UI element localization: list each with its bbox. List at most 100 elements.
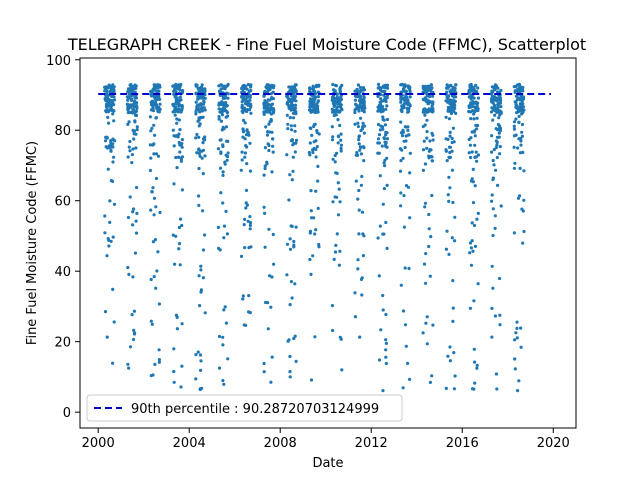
scatter-point — [288, 247, 293, 251]
scatter-point — [197, 203, 201, 207]
scatter-point — [362, 146, 366, 150]
scatter-point — [171, 84, 175, 88]
scatter-point — [404, 184, 409, 188]
scatter-point — [226, 82, 230, 87]
scatter-point — [382, 118, 386, 122]
scatter-point — [402, 88, 406, 92]
scatter-point — [294, 225, 298, 229]
scatter-point — [267, 98, 271, 102]
scatter-point — [172, 92, 176, 96]
scatter-point — [199, 102, 203, 106]
scatter-point — [514, 331, 518, 335]
scatter-point — [248, 223, 252, 227]
scatter-point — [293, 129, 297, 133]
scatter-point — [384, 355, 388, 359]
scatter-point — [133, 251, 137, 255]
scatter-point — [471, 249, 475, 253]
scatter-point — [495, 143, 499, 147]
scatter-points — [103, 82, 526, 393]
scatter-point — [246, 95, 250, 99]
scatter-point — [151, 88, 155, 92]
y-tick-label: 80 — [54, 124, 71, 139]
scatter-point — [354, 107, 358, 111]
scatter-point — [171, 102, 175, 106]
scatter-point — [200, 106, 204, 110]
scatter-point — [475, 104, 479, 108]
scatter-point — [384, 348, 388, 352]
scatter-point — [316, 110, 320, 114]
scatter-point — [310, 133, 314, 137]
scatter-point — [218, 166, 223, 170]
scatter-point — [221, 379, 225, 383]
scatter-point — [399, 100, 403, 104]
scatter-point — [268, 120, 272, 124]
scatter-point — [491, 233, 495, 238]
scatter-point — [425, 118, 429, 122]
scatter-point — [149, 277, 153, 282]
scatter-point — [292, 239, 296, 244]
scatter-point — [241, 108, 245, 112]
scatter-point — [470, 150, 474, 154]
scatter-point — [358, 148, 362, 152]
scatter-point — [262, 205, 266, 209]
scatter-point — [249, 85, 253, 89]
y-axis-ticks: 0 20 40 60 80 100 — [46, 54, 80, 421]
x-tick-label: 2020 — [537, 436, 570, 451]
scatter-point — [128, 345, 133, 349]
scatter-point — [448, 98, 453, 102]
scatter-point — [474, 83, 478, 87]
scatter-point — [200, 156, 204, 160]
y-tick-label: 60 — [54, 195, 71, 210]
scatter-point — [226, 92, 230, 96]
scatter-point — [270, 355, 274, 359]
scatter-point — [359, 129, 363, 133]
scatter-point — [332, 102, 336, 106]
scatter-point — [216, 225, 220, 229]
scatter-point — [290, 139, 294, 143]
scatter-point — [106, 115, 110, 119]
scatter-point — [150, 100, 154, 104]
scatter-point — [216, 147, 220, 151]
x-tick-label: 2004 — [173, 436, 206, 451]
scatter-point — [244, 133, 249, 137]
scatter-point — [402, 225, 406, 229]
scatter-point — [222, 101, 227, 105]
scatter-point — [362, 234, 366, 238]
scatter-point — [454, 111, 458, 115]
scatter-point — [249, 111, 253, 115]
scatter-point — [353, 94, 358, 98]
scatter-point — [522, 229, 526, 234]
scatter-point — [154, 116, 158, 120]
scatter-point — [448, 345, 452, 349]
scatter-point — [499, 105, 503, 109]
scatter-point — [199, 359, 203, 363]
scatter-point — [156, 154, 161, 158]
scatter-point — [288, 303, 292, 307]
scatter-point — [517, 96, 521, 101]
scatter-point — [447, 175, 451, 179]
scatter-point — [519, 105, 523, 109]
scatter-point — [263, 164, 267, 168]
scatter-point — [135, 105, 139, 109]
scatter-point — [333, 109, 337, 113]
scatter-point — [385, 104, 389, 108]
scatter-point — [338, 200, 342, 204]
scatter-point — [450, 88, 454, 92]
scatter-point — [447, 145, 452, 149]
scatter-point — [152, 196, 157, 200]
scatter-point — [290, 178, 294, 182]
scatter-point — [385, 246, 389, 250]
scatter-point — [248, 311, 252, 315]
scatter-point — [493, 214, 497, 218]
scatter-point — [491, 207, 495, 211]
scatter-point — [220, 128, 224, 132]
scatter-point — [498, 94, 502, 98]
scatter-point — [361, 254, 365, 258]
scatter-point — [454, 83, 458, 87]
scatter-point — [401, 309, 406, 313]
scatter-point — [402, 84, 406, 88]
scatter-point — [385, 86, 389, 90]
scatter-point — [512, 231, 517, 235]
scatter-point — [311, 98, 315, 103]
scatter-point — [109, 239, 113, 243]
